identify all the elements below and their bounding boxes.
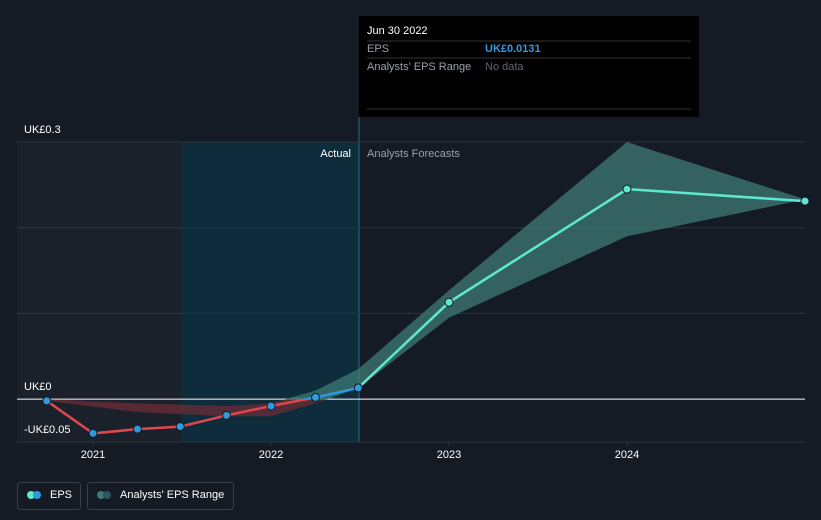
tooltip-box [359, 16, 699, 117]
data-point [42, 396, 52, 406]
tooltip-value: No data [485, 61, 524, 73]
legend-label: EPS [50, 489, 72, 501]
legend-swatch [97, 491, 105, 499]
legend-button[interactable] [17, 482, 81, 510]
tooltip-value: UK£0.0131 [485, 43, 541, 55]
tooltip-key: Analysts' EPS Range [367, 61, 471, 73]
actual-label: Actual [320, 148, 351, 160]
legend-swatch [33, 491, 41, 499]
y-tick-label: UK£0 [24, 381, 52, 393]
tooltip-date: Jun 30 2022 [367, 25, 428, 37]
legend-swatch [27, 491, 35, 499]
y-tick-label: -UK£0.05 [24, 424, 70, 436]
data-point [222, 410, 232, 420]
tooltip: Jun 30 2022 EPS UK£0.0131 Analysts' EPS … [359, 16, 699, 117]
tooltip-key: EPS [367, 43, 389, 55]
past-region [17, 142, 181, 442]
data-point [444, 297, 454, 307]
data-point [175, 422, 185, 432]
legend-button[interactable] [87, 482, 234, 510]
data-point [311, 392, 321, 402]
eps-line [46, 386, 359, 435]
forecast-label: Analysts Forecasts [367, 148, 460, 160]
y-tick-label: UK£0.3 [24, 124, 61, 136]
x-tick-label: 2021 [81, 449, 105, 461]
x-tick-label: 2022 [259, 449, 283, 461]
legend-label: Analysts' EPS Range [120, 489, 224, 501]
range-band [46, 142, 806, 417]
data-point [133, 424, 143, 434]
data-point [88, 428, 98, 438]
data-point [800, 196, 810, 206]
legend: EPS Analysts' EPS Range [17, 482, 234, 510]
legend-swatch [103, 491, 111, 499]
x-tick-label: 2024 [615, 449, 639, 461]
x-tick-label: 2023 [437, 449, 461, 461]
data-point [353, 383, 363, 393]
forecast-line [357, 187, 806, 389]
data-point [622, 184, 632, 194]
data-point [266, 401, 276, 411]
